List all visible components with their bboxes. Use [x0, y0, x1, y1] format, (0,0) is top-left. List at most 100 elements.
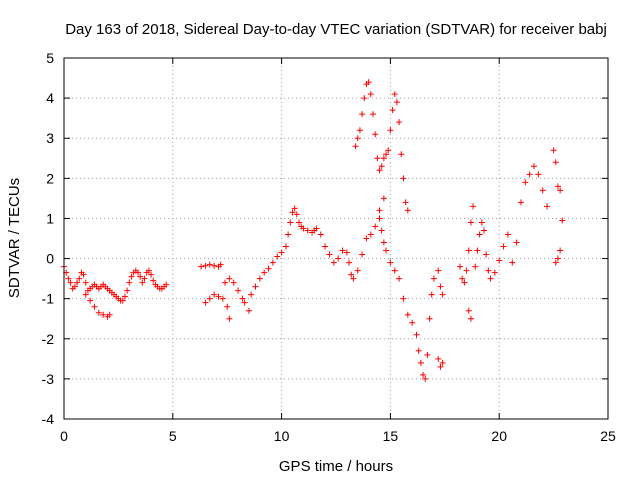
data-point	[128, 273, 135, 280]
data-point	[359, 111, 366, 118]
data-point	[150, 277, 157, 284]
data-point	[71, 283, 78, 290]
data-point	[119, 297, 126, 304]
data-point	[134, 269, 141, 276]
data-point	[291, 205, 298, 212]
grid	[64, 58, 608, 419]
data-point	[326, 251, 333, 258]
data-point	[557, 247, 564, 254]
data-point	[285, 231, 292, 238]
data-point	[550, 147, 557, 154]
data-point	[87, 297, 94, 304]
x-tick-label: 25	[600, 428, 616, 444]
data-point	[513, 239, 520, 246]
data-point	[141, 275, 148, 282]
data-point	[372, 223, 379, 230]
data-point	[526, 171, 533, 178]
data-point	[409, 319, 416, 326]
data-point	[491, 269, 498, 276]
data-point	[367, 231, 374, 238]
x-tick-label: 0	[60, 428, 68, 444]
data-point	[467, 219, 474, 226]
data-point	[496, 257, 503, 264]
data-point	[374, 155, 381, 162]
data-point	[100, 311, 107, 318]
data-point	[300, 225, 307, 232]
data-point	[363, 235, 370, 242]
data-point	[352, 143, 359, 150]
data-point	[426, 315, 433, 322]
data-point	[354, 135, 361, 142]
x-tick-label: 20	[491, 428, 507, 444]
data-point	[145, 267, 152, 274]
y-tick-label: 2	[46, 170, 54, 186]
data-point	[376, 207, 383, 214]
data-points	[61, 79, 566, 382]
data-point	[413, 331, 420, 338]
data-point	[245, 307, 252, 314]
data-point	[383, 151, 390, 158]
data-point	[385, 147, 392, 154]
data-point	[206, 261, 213, 268]
data-point	[478, 219, 485, 226]
data-point	[278, 249, 285, 256]
data-point	[465, 307, 472, 314]
data-point	[539, 187, 546, 194]
data-point	[391, 91, 398, 98]
data-point	[226, 315, 233, 322]
data-point	[282, 243, 289, 250]
data-point	[148, 271, 155, 278]
data-point	[215, 293, 222, 300]
data-point	[372, 131, 379, 138]
data-point	[256, 275, 263, 282]
data-point	[80, 271, 87, 278]
data-point	[439, 359, 446, 366]
data-point	[202, 262, 209, 269]
data-point	[269, 259, 276, 266]
data-point	[404, 207, 411, 214]
data-point	[417, 359, 424, 366]
data-point	[480, 227, 487, 234]
data-point	[470, 203, 477, 210]
data-point	[126, 279, 133, 286]
data-point	[330, 259, 337, 266]
data-point	[67, 279, 74, 286]
data-point	[380, 195, 387, 202]
data-point	[296, 219, 303, 226]
data-point	[230, 279, 237, 286]
data-point	[289, 209, 296, 216]
data-point	[437, 363, 444, 370]
data-point	[424, 351, 431, 358]
data-point	[350, 275, 357, 282]
data-point	[163, 281, 170, 288]
data-point	[222, 279, 229, 286]
data-point	[461, 279, 468, 286]
data-point	[437, 283, 444, 290]
data-point	[217, 261, 224, 268]
data-point	[261, 269, 268, 276]
data-point	[378, 227, 385, 234]
data-point	[531, 163, 538, 170]
data-point	[522, 179, 529, 186]
data-point	[322, 243, 329, 250]
data-point	[252, 283, 259, 290]
data-point	[356, 127, 363, 134]
data-point	[435, 355, 442, 362]
data-point	[367, 91, 374, 98]
x-tick-label: 5	[169, 428, 177, 444]
data-point	[396, 119, 403, 126]
data-point	[65, 275, 72, 282]
data-point	[422, 375, 429, 382]
data-point	[380, 239, 387, 246]
data-point	[95, 309, 102, 316]
data-point	[241, 299, 248, 306]
x-axis-label: GPS time / hours	[279, 458, 393, 475]
data-point	[459, 275, 466, 282]
data-point	[474, 247, 481, 254]
data-point	[226, 275, 233, 282]
data-point	[239, 295, 246, 302]
data-point	[198, 263, 205, 270]
data-point	[465, 247, 472, 254]
data-point	[287, 219, 294, 226]
